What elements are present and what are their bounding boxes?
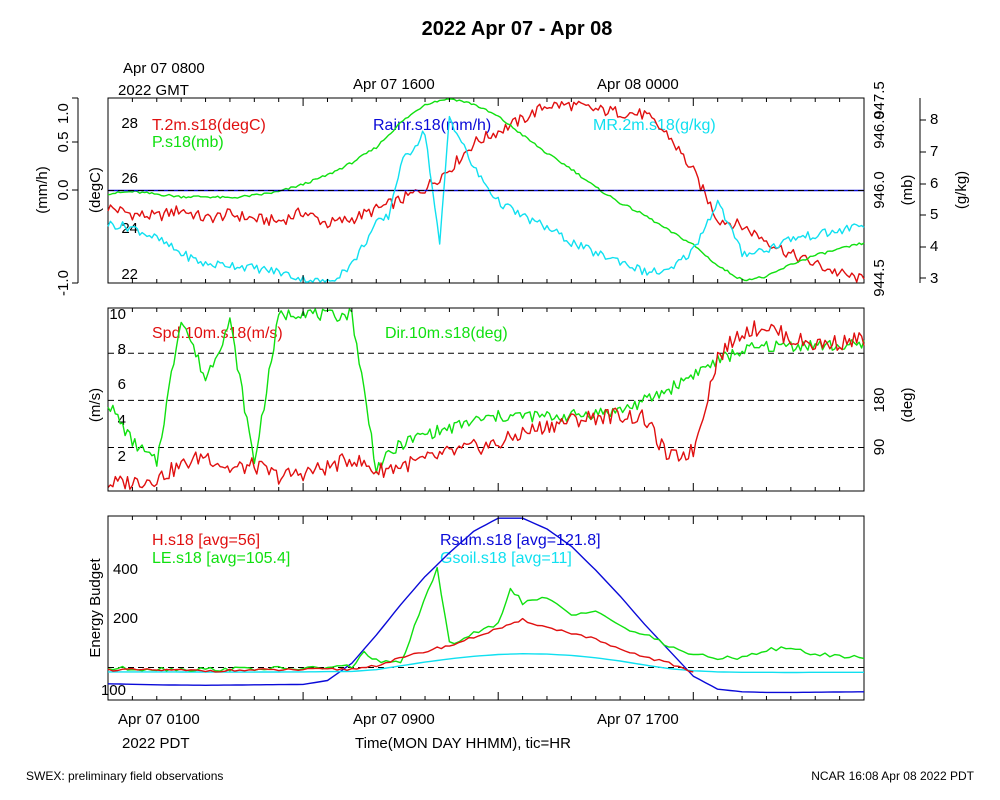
series-h-line	[107, 617, 694, 673]
series-p-line	[107, 98, 865, 282]
tick-gkg-8: 8	[930, 111, 938, 128]
top-ylabel-mmh: (mm/h)	[34, 166, 51, 214]
top-ylabel-degc: (degC)	[87, 167, 104, 213]
legend-pressure: P.s18(mb)	[152, 134, 224, 151]
tick-eb-400: 400	[113, 561, 138, 578]
middle-panel-series	[107, 308, 865, 490]
series-wind-speed-line	[107, 320, 865, 490]
legend-mixing-ratio: MR.2m.s18(g/kg)	[593, 117, 716, 134]
top-panel-series	[107, 98, 865, 283]
top-time-label-2: Apr 07 1600	[353, 76, 435, 93]
tick-gkg-5: 5	[930, 206, 938, 223]
series-t-line	[107, 100, 865, 283]
footer-left: SWEX: preliminary field observations	[26, 769, 223, 783]
top-time-label-1b: 2022 GMT	[118, 82, 189, 99]
bottom-ylabel: Energy Budget	[87, 558, 104, 658]
panel-bottom-frame	[107, 515, 865, 701]
bottom-panel-series	[107, 517, 865, 694]
tick-mmh-05: 0.5	[55, 132, 72, 153]
tick-gkg-3: 3	[930, 270, 938, 287]
legend-soil-heat: Gsoil.s18 [avg=11]	[440, 550, 572, 567]
top-ylabel-mb: (mb)	[899, 175, 916, 206]
legend-net-radiation: Rsum.s18 [avg=121.8]	[440, 532, 601, 549]
bottom-time-label-2: Apr 07 0900	[353, 711, 435, 728]
legend-wind-speed: Spd.10m.s18(m/s)	[152, 325, 283, 342]
series-rsum-line	[107, 517, 864, 694]
footer-right: NCAR 16:08 Apr 08 2022 PDT	[811, 769, 974, 783]
bottom-left-axis: 400 200 100	[101, 561, 138, 699]
tick-mmh-1: 1.0	[55, 103, 72, 124]
tick-gkg-4: 4	[930, 238, 938, 255]
tick-deg-180: 180	[871, 387, 888, 412]
chart-title: 2022 Apr 07 - Apr 08	[422, 18, 613, 40]
tick-ms-6: 6	[118, 376, 126, 393]
bottom-time-label-3: Apr 07 1700	[597, 711, 679, 728]
tick-ms-8: 8	[118, 341, 126, 358]
tick-mb-9475: 947.5	[871, 81, 888, 119]
time-axis-ticks	[107, 98, 865, 700]
tick-deg-90: 90	[871, 439, 888, 456]
x-axis-title: Time(MON DAY HHMM), tic=HR	[355, 735, 571, 752]
tick-ms-4: 4	[118, 412, 126, 429]
bottom-time-label-1: Apr 07 0100	[118, 711, 200, 728]
tick-degc-26: 26	[121, 170, 138, 187]
legend-rain-rate: Rainr.s18(mm/h)	[373, 117, 491, 134]
series-mr-line	[107, 115, 865, 283]
panel-middle-frame	[107, 307, 865, 492]
legend-temperature: T.2m.s18(degC)	[152, 117, 266, 134]
legend-latent-heat: LE.s18 [avg=105.4]	[152, 550, 290, 567]
legend-wind-direction: Dir.10m.s18(deg)	[385, 325, 508, 342]
middle-ylabel-deg: (deg)	[899, 387, 916, 422]
series-le-line	[107, 566, 865, 672]
top-time-label-1a: Apr 07 0800	[123, 60, 205, 77]
tick-gkg-6: 6	[930, 175, 938, 192]
tick-mb-9460a: 946.0	[871, 111, 888, 149]
tick-mb-9445: 944.5	[871, 259, 888, 297]
tick-mmh-neg1: -1.0	[55, 270, 72, 296]
top-ylabel-gkg: (g/kg)	[953, 171, 970, 209]
legend-sensible-heat: H.s18 [avg=56]	[152, 532, 260, 549]
top-right-axis-gkg: 8 7 6 5 4 3	[930, 111, 938, 287]
bottom-time-label-1b: 2022 PDT	[122, 735, 190, 752]
tick-eb-100: 100	[101, 682, 126, 699]
series-wind-direction-line	[107, 308, 865, 474]
middle-left-axis: 2 4 6 8 10	[109, 306, 126, 465]
tick-ms-10: 10	[109, 306, 126, 323]
series-gsoil-line	[108, 653, 864, 674]
top-time-label-3: Apr 08 0000	[597, 76, 679, 93]
tick-ms-2: 2	[118, 448, 126, 465]
tick-gkg-7: 7	[930, 143, 938, 160]
tick-degc-22: 22	[121, 266, 138, 283]
tick-mb-9460b: 946.0	[871, 171, 888, 209]
tick-degc-28: 28	[121, 115, 138, 132]
top-left-axis-degc: 28 26 24 22	[121, 115, 138, 283]
tick-mmh-0: 0.0	[55, 180, 72, 201]
middle-ylabel-ms: (m/s)	[87, 388, 104, 422]
tick-eb-200: 200	[113, 610, 138, 627]
